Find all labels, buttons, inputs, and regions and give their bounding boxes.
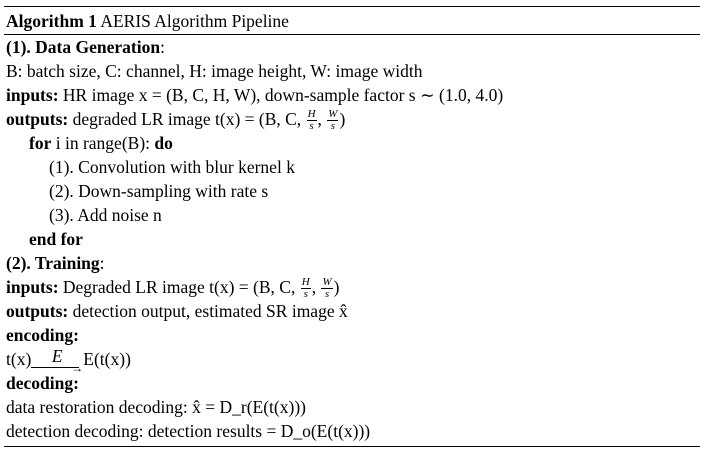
fraction-separator: , xyxy=(311,277,321,297)
section2-inputs-text-post: ) xyxy=(333,277,340,297)
step-convolution: (1). Convolution with blur kernel k xyxy=(49,157,295,177)
section1-inputs-keyword: inputs: xyxy=(6,85,59,105)
fraction-separator: , xyxy=(317,109,327,129)
arrow-shaft xyxy=(31,367,80,368)
encoding-output: E(t(x)) xyxy=(83,349,131,369)
section1-outputs-line: outputs: degraded LR image t(x) = (B, C,… xyxy=(4,107,700,133)
section2-heading-colon: : xyxy=(99,253,105,273)
section2-outputs-keyword: outputs: xyxy=(6,301,69,321)
for-text: i in range(B): xyxy=(55,133,151,153)
algorithm-box: Algorithm 1 AERIS Algorithm Pipeline (1)… xyxy=(4,6,700,447)
section1-inputs-text: HR image x = (B, C, H, W), down-sample f… xyxy=(62,85,504,105)
for-loop-line: for i in range(B): do xyxy=(4,131,700,155)
encoding-input: t(x) xyxy=(6,349,32,369)
end-for-keyword: end for xyxy=(29,229,83,249)
section2-heading-line: (2). Training: xyxy=(4,251,700,275)
top-rule xyxy=(4,6,700,7)
for-keyword: for xyxy=(29,133,52,153)
bottom-rule xyxy=(4,446,700,447)
section2-heading: (2). Training xyxy=(6,253,100,273)
do-keyword: do xyxy=(154,133,173,153)
section1-definitions: B: batch size, C: channel, H: image heig… xyxy=(6,61,423,81)
encoder-arrow-label: E xyxy=(51,346,63,366)
encoder-arrow: E → xyxy=(31,346,84,375)
section1-outputs-text-post: ) xyxy=(339,109,346,129)
section1-heading: (1). Data Generation xyxy=(6,37,161,57)
section2-outputs-text: detection output, estimated SR image x̂ xyxy=(72,301,348,321)
section1-inputs-line: inputs: HR image x = (B, C, H, W), down-… xyxy=(4,83,700,107)
section1-heading-line: (1). Data Generation: xyxy=(4,35,700,59)
section1-outputs-text-pre: degraded LR image t(x) = (B, C, xyxy=(72,109,306,129)
step-add-noise: (3). Add noise n xyxy=(49,205,162,225)
step-downsampling: (2). Down-sampling with rate s xyxy=(49,181,269,201)
algorithm-title: AERIS Algorithm Pipeline xyxy=(100,11,289,31)
section1-heading-colon: : xyxy=(160,37,165,57)
algorithm-label: Algorithm 1 xyxy=(6,11,97,31)
section2-inputs-keyword: inputs: xyxy=(6,277,59,297)
encoding-line: t(x) E → E(t(x)) xyxy=(4,346,700,375)
restoration-decoding-line: data restoration decoding: x̂ = D_r(E(t(… xyxy=(6,397,306,417)
decoding-keyword: decoding: xyxy=(6,373,79,393)
section1-outputs-keyword: outputs: xyxy=(6,109,69,129)
section2-inputs-line: inputs: Degraded LR image t(x) = (B, C, … xyxy=(4,275,700,301)
header-rule xyxy=(4,34,700,35)
algorithm-header: Algorithm 1 AERIS Algorithm Pipeline xyxy=(4,7,700,34)
encoding-keyword: encoding: xyxy=(6,325,79,345)
section2-outputs-line: outputs: detection output, estimated SR … xyxy=(4,299,700,323)
section2-inputs-text-pre: Degraded LR image t(x) = (B, C, xyxy=(62,277,300,297)
detection-decoding-line: detection decoding: detection results = … xyxy=(6,421,371,441)
arrow-head-icon: → xyxy=(71,361,84,375)
